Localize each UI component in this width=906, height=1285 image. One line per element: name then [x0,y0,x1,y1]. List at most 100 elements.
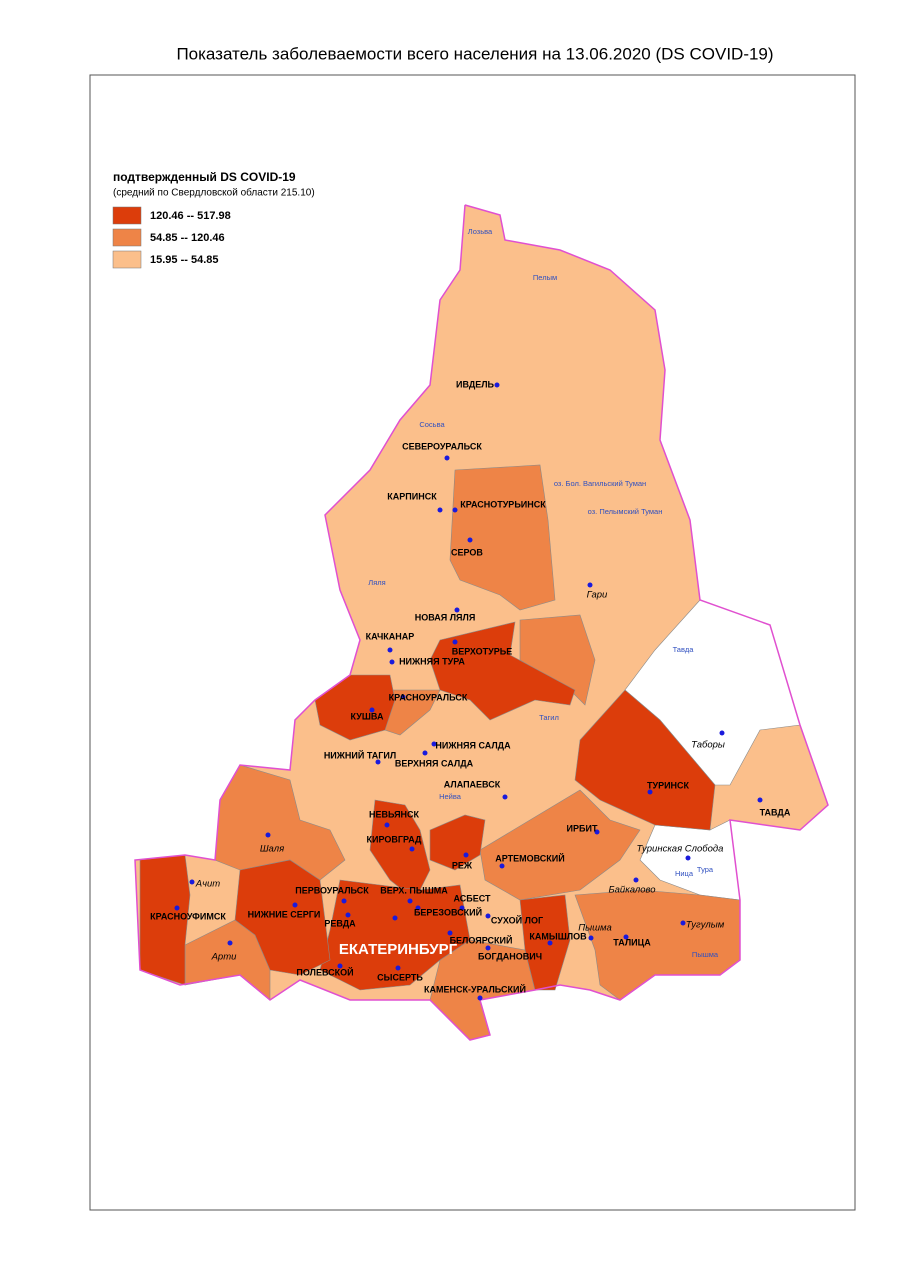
water-label: Пелым [533,273,557,282]
town-dot [407,898,413,904]
place-label: НИЖНИЙ ТАГИЛ [324,749,396,760]
region-nizhnie-sergi [234,859,331,976]
region-kamyshlov [519,894,571,991]
town-dot [757,797,763,803]
place-label: Ачит [195,879,221,890]
town-dot [395,965,401,971]
town-dot [477,995,483,1001]
place-label: ВЕРХОТУРЬЕ [452,646,513,656]
town-dot [485,945,491,951]
town-dot [345,912,351,918]
town-dot [485,913,491,919]
town-dot [189,879,195,885]
water-label: Пышма [692,950,719,959]
place-label: НИЖНИЕ СЕРГИ [248,909,321,919]
place-label: СЕРОВ [451,547,483,557]
place-label: АРТЕМОВСКИЙ [495,852,564,863]
town-dot [685,855,691,861]
place-label: Шаля [260,844,284,855]
place-label: БЕЛОЯРСКИЙ [450,934,513,945]
place-label: РЕВДА [324,918,356,928]
water-label: Нейва [439,792,462,801]
town-dot [375,759,381,765]
legend-label: 120.46 -- 517.98 [150,210,231,222]
place-label: КАЧКАНАР [366,631,415,641]
town-dot [499,863,505,869]
region-rezh [429,814,486,871]
oblast-border [134,204,829,1041]
town-dot [431,741,437,747]
place-label: КАМЕНСК-УРАЛЬСКИЙ [424,983,526,994]
town-dot [680,920,686,926]
region-east-verkhoturye [519,614,596,706]
place-label: Арти [211,952,238,963]
place-label: КУШВА [351,711,384,721]
water-label: оз. Пелымский Туман [588,507,663,516]
town-dot [494,382,500,388]
town-dot [392,915,398,921]
legend-title: подтвержденный DS COVID-19 [113,170,296,184]
place-label: ТУРИНСК [647,780,690,790]
legend-label: 15.95 -- 54.85 [150,254,219,266]
town-dot [588,935,594,941]
place-label: НИЖНЯЯ ТУРА [399,656,465,666]
map-title: Показатель заболеваемости всего населени… [176,44,773,63]
place-label: КАРПИНСК [387,491,437,501]
legend-swatch [112,206,142,225]
place-label: РЕЖ [452,860,473,870]
legend-label: 54.85 -- 120.46 [150,232,225,244]
place-label: НИЖНЯЯ САЛДА [435,740,511,750]
place-label: КРАСНОУФИМСК [150,911,226,921]
town-dot [623,934,629,940]
place-label: БЕРЕЗОВСКИЙ [414,906,482,917]
place-label: Тугулым [686,920,725,931]
town-dot [384,822,390,828]
water-label: Тагил [539,713,559,722]
town-dot [467,537,473,543]
town-dot [415,905,421,911]
place-label: НЕВЬЯНСК [369,809,420,819]
town-dot [337,963,343,969]
water-label: Тавда [673,645,695,654]
town-dot [594,829,600,835]
place-label: КАМЫШЛОВ [529,931,587,941]
town-dot [369,707,375,713]
region-kushva [314,674,396,741]
region-verkhoturye [429,621,576,721]
town-dot [463,852,469,858]
place-label: ТАЛИЦА [613,937,651,947]
legend-swatch [112,250,142,269]
region-irbit [479,789,641,901]
place-label: КИРОВГРАД [367,834,422,844]
place-label: ПОЛЕВСКОЙ [296,966,353,977]
place-label: Пышма [578,923,612,934]
town-dot [452,507,458,513]
town-dot [409,846,415,852]
town-dot [633,877,639,883]
place-label: Гари [587,590,608,601]
town-dot [454,607,460,613]
place-label: ТАВДА [760,807,791,817]
frame [89,74,856,1211]
water-label: Сосьва [419,420,445,429]
town-dot [444,455,450,461]
town-dot [387,647,393,653]
regions [134,204,829,1041]
place-label: Туринская Слобода [637,844,724,855]
town-dot [647,789,653,795]
place-label: КРАСНОУРАЛЬСК [389,692,468,702]
town-dot [292,902,298,908]
town-dot [719,730,725,736]
region-serov [449,464,556,611]
place-label: СЫСЕРТЬ [377,972,423,982]
place-label: БОГДАНОВИЧ [478,951,542,961]
legend-swatch [112,228,142,247]
places: ИВДЕЛЬ СЕВЕРОУРАЛЬСК КАРПИНСК КРАСНОТУРЬИНС… [150,379,791,1001]
town-dot [389,659,395,665]
place-label: СУХОЙ ЛОГ [491,914,543,925]
town-dot [459,905,465,911]
town-dot [400,694,406,700]
